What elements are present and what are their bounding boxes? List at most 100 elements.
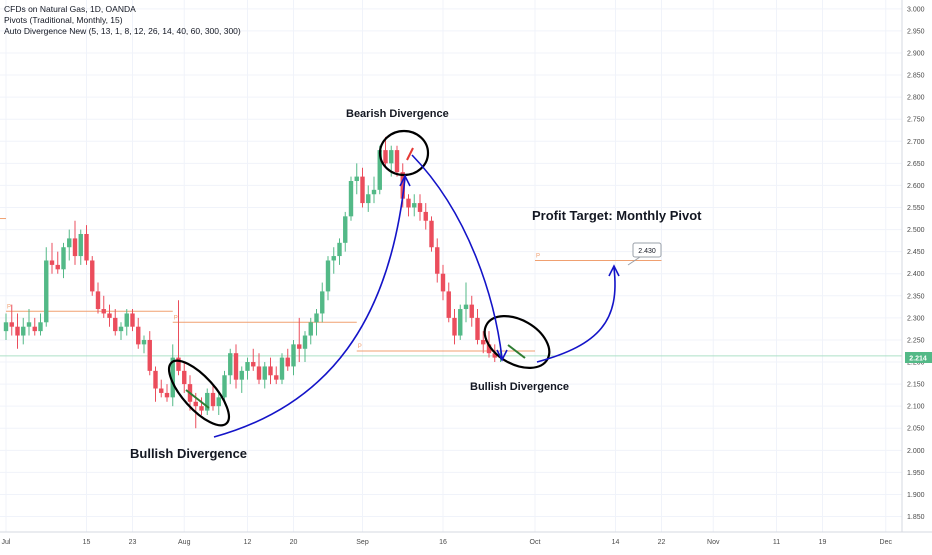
candle — [452, 309, 457, 345]
y-tick-label: 2.650 — [907, 161, 925, 168]
candle — [141, 335, 147, 354]
candle — [130, 309, 135, 332]
x-tick-label: 11 — [773, 539, 780, 546]
candle — [84, 225, 89, 265]
candle — [124, 309, 129, 336]
candle — [337, 238, 342, 265]
x-tick-label: Oct — [530, 539, 541, 546]
candle — [159, 379, 164, 398]
candle — [262, 362, 267, 389]
divergence-indicator-label[interactable]: Auto Divergence New (5, 13, 1, 8, 12, 26… — [4, 26, 241, 36]
candle — [210, 384, 216, 411]
candle-body — [475, 317, 480, 340]
y-tick-label: 2.550 — [907, 205, 925, 212]
candle-body — [101, 309, 106, 314]
arrow-down-head — [496, 349, 508, 362]
bearish-ellipse — [378, 129, 430, 177]
candle-body — [159, 388, 164, 393]
candle — [406, 194, 411, 217]
x-tick-label: 23 — [129, 539, 137, 546]
arrow-up-head — [399, 174, 411, 187]
candle-body — [406, 198, 411, 208]
candle — [348, 176, 354, 221]
candle — [481, 331, 486, 354]
candle-body — [435, 247, 440, 274]
candle-body — [486, 344, 492, 354]
candle — [302, 331, 308, 363]
candle-body — [95, 291, 101, 310]
y-tick-label: 2.050 — [907, 426, 925, 433]
candle — [67, 229, 72, 261]
candle-body — [9, 322, 14, 327]
candle-body — [492, 353, 497, 358]
candle-body — [262, 366, 267, 380]
y-tick-label: 2.750 — [907, 117, 925, 124]
candle — [251, 348, 256, 371]
pivot-marker: P — [358, 344, 362, 350]
y-tick-label: 2.900 — [907, 50, 925, 57]
candle-body — [377, 150, 382, 190]
candle — [21, 317, 26, 345]
target-callout-value: 2.430 — [638, 248, 656, 255]
candle-body — [21, 326, 26, 336]
candle-body — [337, 242, 342, 257]
candle-body — [417, 203, 423, 212]
candle-body — [348, 181, 354, 217]
candle-body — [331, 256, 336, 261]
candle-body — [394, 150, 400, 173]
y-tick-label: 2.000 — [907, 448, 925, 455]
candle — [245, 357, 250, 380]
last-price-badge: 2.214 — [905, 352, 932, 363]
candle — [469, 295, 474, 327]
candle-body — [136, 326, 141, 345]
pivots-indicator-label[interactable]: Pivots (Traditional, Monthly, 15) — [4, 15, 123, 25]
candle — [274, 366, 279, 385]
pivot-marker: P — [7, 304, 11, 310]
candle-body — [153, 370, 158, 389]
x-tick-label: 16 — [439, 539, 447, 546]
candle — [308, 317, 313, 345]
candle — [233, 344, 239, 389]
candle-body — [429, 220, 434, 248]
candle — [153, 366, 158, 402]
candle — [32, 317, 37, 336]
candle — [9, 304, 14, 336]
pivot-marker: P — [536, 253, 540, 259]
candle-body — [360, 176, 365, 204]
candle-body — [463, 304, 469, 310]
candle-body — [256, 366, 262, 380]
candle — [268, 357, 273, 385]
candle-body — [400, 172, 405, 199]
y-tick-label: 1.900 — [907, 492, 925, 499]
candle-body — [481, 339, 486, 345]
candle-body — [389, 150, 394, 164]
candle — [164, 384, 170, 402]
candle-body — [222, 375, 227, 398]
candle-body — [458, 309, 463, 336]
candle — [279, 353, 285, 385]
candle-body — [38, 322, 43, 332]
candle-body — [314, 313, 319, 323]
y-tick-label: 2.300 — [907, 315, 925, 322]
candle-body — [130, 313, 135, 327]
symbol-title[interactable]: CFDs on Natural Gas, 1D, OANDA — [4, 4, 136, 14]
x-tick-label: 14 — [612, 539, 620, 546]
candle-body — [251, 362, 256, 367]
candle-body — [371, 189, 377, 195]
bullish-right-divergence-line — [507, 344, 526, 359]
y-axis-ticks: 3.000 2.950 2.900 2.850 2.800 2.750 2.700 2.650… — [907, 6, 925, 521]
candle-body — [61, 247, 66, 270]
profit-target-label: Profit Target: Monthly Pivot — [532, 208, 702, 223]
x-tick-label: Sep — [356, 539, 369, 546]
candle-body — [343, 216, 348, 243]
candle-body — [308, 322, 313, 336]
candle-body — [90, 260, 95, 292]
candle-body — [78, 233, 83, 257]
bullish-divergence-right-label: Bullish Divergence — [470, 381, 569, 393]
y-tick-label: 2.700 — [907, 139, 925, 146]
candle-body — [325, 260, 331, 292]
candle-body — [285, 357, 290, 367]
candle-body — [469, 304, 474, 318]
x-tick-label: 15 — [83, 539, 91, 546]
